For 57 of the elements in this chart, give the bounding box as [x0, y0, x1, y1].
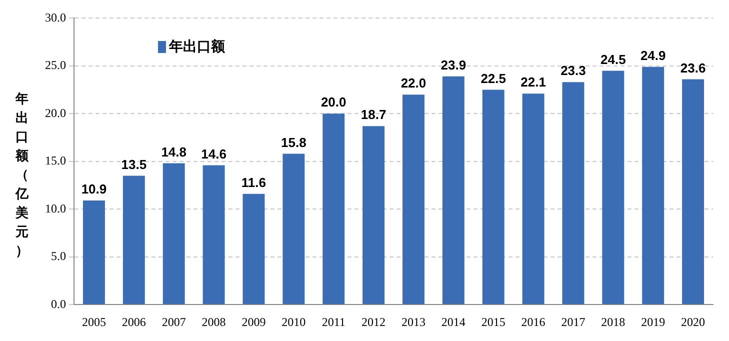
data-label: 22.0: [400, 76, 426, 91]
data-label: 24.5: [600, 52, 626, 67]
x-tick-label: 2016: [521, 314, 546, 329]
bar: [282, 154, 305, 304]
y-tick-label: 10.0: [45, 201, 66, 216]
text: 年出口额（亿美元）: [16, 92, 28, 259]
x-tick-label: 2018: [601, 314, 626, 329]
bar: [242, 194, 265, 304]
bar: [82, 200, 105, 304]
data-label: 23.9: [440, 58, 466, 73]
data-label: 11.6: [241, 174, 266, 190]
bar: [322, 114, 345, 304]
x-tick-label: 2012: [362, 314, 386, 329]
bar: [482, 90, 504, 304]
bar: [362, 126, 385, 304]
bar: [442, 76, 464, 304]
x-tick-label: 2006: [122, 314, 146, 329]
bar: [522, 94, 544, 304]
bar: [562, 82, 584, 304]
legend-label: 年出口额: [169, 38, 225, 56]
y-tick-label: 25.0: [45, 58, 66, 72]
data-label: 18.7: [360, 107, 386, 122]
x-tick-label: 2005: [82, 314, 106, 329]
bar: [402, 94, 424, 304]
y-tick-label: 5.0: [51, 249, 66, 264]
data-label: 20.0: [320, 94, 346, 110]
x-tick-label: 2013: [401, 314, 426, 329]
x-tick-label: 2019: [641, 314, 666, 329]
y-tick-label: 30.0: [45, 10, 66, 24]
y-tick-label: 0.0: [51, 296, 66, 311]
data-label: 14.8: [161, 144, 186, 160]
data-label: 14.6: [201, 146, 226, 162]
x-tick-label: 2014: [441, 314, 466, 329]
bar: [602, 70, 624, 304]
data-label: 22.1: [520, 74, 546, 90]
x-tick-label: 2007: [162, 314, 186, 329]
bar: [642, 66, 664, 304]
bar: [682, 79, 704, 304]
y-tick-label: 15.0: [45, 154, 66, 168]
x-tick-label: 2020: [681, 314, 706, 329]
x-tick-label: 2009: [242, 314, 266, 329]
x-tick-label: 2017: [561, 314, 586, 329]
bar: [162, 163, 185, 304]
data-label: 15.8: [281, 134, 306, 150]
data-label: 23.6: [680, 60, 706, 76]
data-label: 10.9: [81, 182, 107, 197]
data-label: 23.3: [560, 63, 586, 78]
bar: [202, 165, 225, 304]
bar: [122, 176, 145, 304]
data-label: 13.5: [121, 156, 147, 172]
x-tick-label: 2011: [322, 314, 346, 329]
x-tick-label: 2008: [202, 314, 226, 329]
data-label: 24.9: [640, 48, 666, 63]
data-label: 22.5: [480, 70, 506, 86]
y-tick-label: 20.0: [45, 106, 66, 120]
x-tick-label: 2015: [481, 314, 506, 329]
x-tick-label: 2010: [282, 314, 306, 329]
